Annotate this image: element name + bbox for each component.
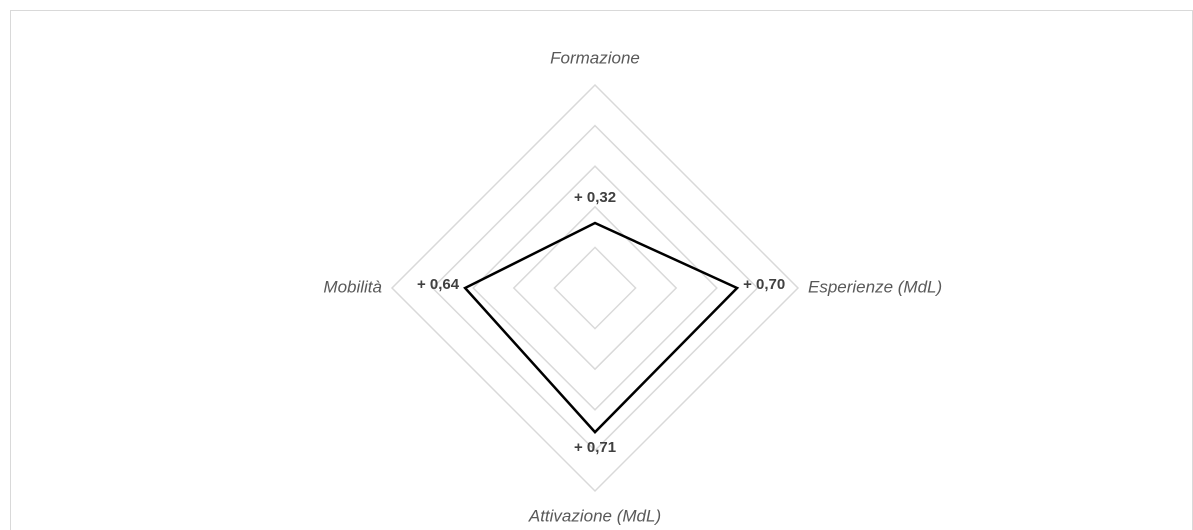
category-label: Attivazione (MdL) (528, 506, 661, 525)
data-label: + 0,64 (417, 276, 460, 293)
grid-ring (553, 246, 637, 330)
data-label: + 0,32 (574, 189, 616, 206)
category-label: Formazione (550, 48, 640, 67)
grid-ring (390, 83, 800, 493)
category-label: Esperienze (MdL) (808, 277, 942, 296)
series-line (463, 221, 740, 434)
grid-ring (431, 124, 759, 452)
grid-ring (472, 165, 718, 411)
category-label: Mobilità (323, 277, 382, 296)
grid-ring (512, 205, 678, 371)
data-label: + 0,70 (743, 276, 785, 293)
data-label: + 0,71 (574, 439, 616, 456)
